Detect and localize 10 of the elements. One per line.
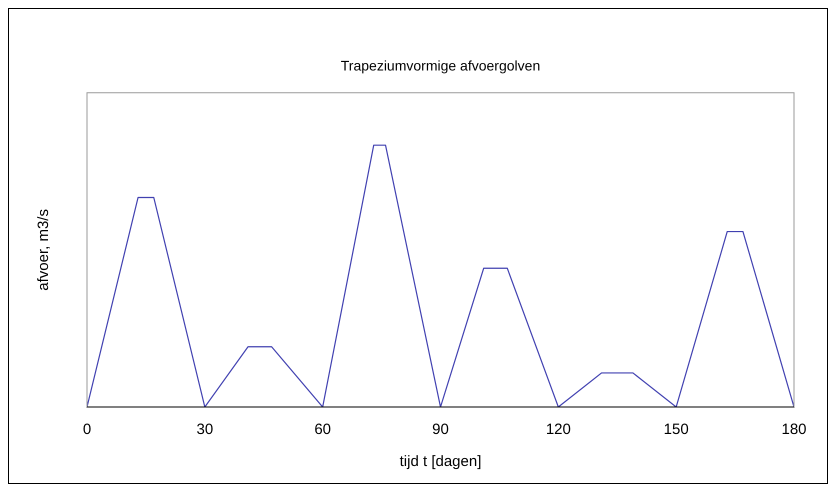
- x-axis-title: tijd t [dagen]: [400, 453, 482, 470]
- chart-title: Trapeziumvormige afvoergolven: [340, 57, 540, 74]
- x-tick-label: 90: [432, 421, 449, 438]
- x-tick-label: 60: [314, 421, 332, 438]
- x-tick-label: 0: [82, 421, 92, 438]
- x-tick-label: 120: [546, 421, 571, 438]
- y-axis-title: afvoer, m3/s: [35, 209, 52, 291]
- x-tick-label: 150: [664, 421, 689, 438]
- x-tick-label: 30: [196, 421, 214, 438]
- x-tick-label: 180: [781, 421, 807, 438]
